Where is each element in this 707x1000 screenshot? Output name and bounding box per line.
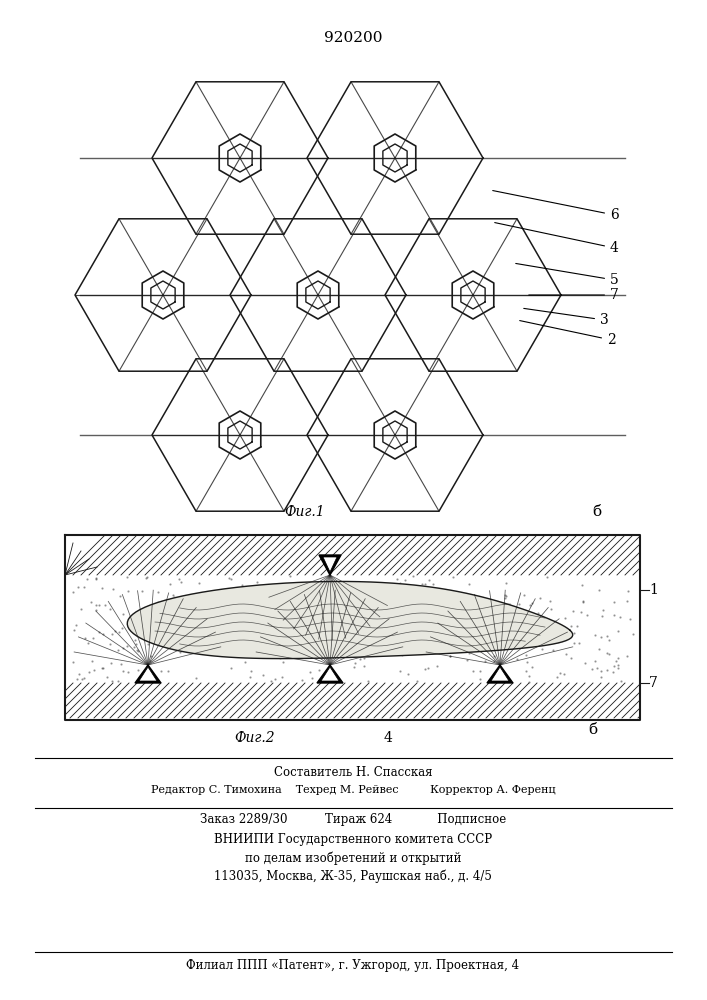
- Text: 113035, Москва, Ж-35, Раушская наб., д. 4/5: 113035, Москва, Ж-35, Раушская наб., д. …: [214, 869, 492, 883]
- Polygon shape: [319, 555, 341, 575]
- Polygon shape: [491, 667, 509, 681]
- Polygon shape: [139, 667, 157, 681]
- Polygon shape: [487, 665, 513, 683]
- Text: 7: 7: [529, 288, 619, 302]
- Text: б: б: [592, 505, 602, 519]
- Text: Фиг.2: Фиг.2: [235, 731, 275, 745]
- Polygon shape: [321, 667, 339, 681]
- Text: по делам изобретений и открытий: по делам изобретений и открытий: [245, 851, 461, 865]
- Polygon shape: [317, 665, 343, 683]
- Text: 1: 1: [649, 583, 658, 597]
- Polygon shape: [135, 665, 161, 683]
- Text: 3: 3: [524, 308, 609, 327]
- Text: 4: 4: [384, 731, 392, 745]
- Text: Филиал ППП «Патент», г. Ужгород, ул. Проектная, 4: Филиал ППП «Патент», г. Ужгород, ул. Про…: [187, 960, 520, 972]
- Text: б: б: [588, 723, 597, 737]
- Text: 2: 2: [520, 321, 616, 347]
- Text: Редактор С. Тимохина    Техред М. Рейвес         Корректор А. Ференц: Редактор С. Тимохина Техред М. Рейвес Ко…: [151, 785, 555, 795]
- Text: 920200: 920200: [324, 31, 382, 45]
- Text: ВНИИПИ Государственного комитета СССР: ВНИИПИ Государственного комитета СССР: [214, 834, 492, 846]
- Text: Составитель Н. Спасская: Составитель Н. Спасская: [274, 766, 432, 778]
- Text: 5: 5: [515, 263, 619, 287]
- Text: 4: 4: [495, 223, 619, 255]
- Text: Фиг.1: Фиг.1: [285, 505, 325, 519]
- Polygon shape: [127, 581, 573, 659]
- Text: 6: 6: [493, 191, 619, 222]
- Text: Заказ 2289/30          Тираж 624            Подписное: Заказ 2289/30 Тираж 624 Подписное: [200, 814, 506, 826]
- Text: 7: 7: [649, 676, 658, 690]
- Polygon shape: [323, 557, 337, 572]
